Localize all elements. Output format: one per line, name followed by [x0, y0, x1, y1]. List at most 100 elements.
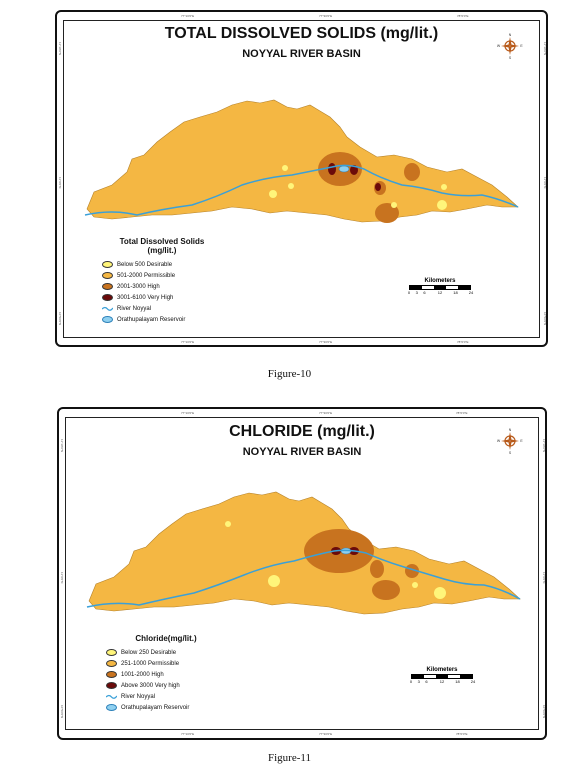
top-tick-label: 78°0'0"E	[456, 411, 468, 415]
map-legend: Total Dissolved Solids (mg/lit.) Below 5…	[102, 237, 222, 325]
legend-item: Orathupalayam Reservoir	[106, 702, 226, 713]
left-tick-label: 10°50'0"N	[60, 705, 64, 719]
scale-labels: 0 3 6 12 18 24	[407, 290, 474, 295]
scale-segments	[411, 674, 473, 679]
top-tick-label: 78°0'0"E	[457, 14, 469, 18]
zone-desirable	[225, 521, 231, 527]
bottom-tick-label: 77°30'0"E	[319, 732, 333, 736]
legend-label: 1001-2000 High	[121, 671, 164, 678]
legend-label: Below 500 Desirable	[117, 261, 173, 268]
legend-item: Below 500 Desirable	[102, 259, 222, 270]
legend-item: River Noyyal	[106, 691, 226, 702]
bottom-tick-label: 78°0'0"E	[457, 340, 469, 344]
right-tick-label: 10°50'0"N	[543, 312, 547, 326]
map-subtitle: NOYYAL RIVER BASIN	[242, 48, 361, 60]
legend-title: Total Dissolved Solids	[119, 237, 205, 246]
map-panel-tds: 77°10'0"E 77°30'0"E 78°0'0"E 77°10'0"E 7…	[55, 10, 548, 347]
top-tick-label: 77°30'0"E	[319, 14, 333, 18]
map-panel-chloride: 77°10'0"E 77°30'0"E 78°0'0"E 77°10'0"E 7…	[57, 407, 547, 740]
map-frame	[65, 417, 539, 730]
legend-label: 2001-3000 High	[117, 283, 160, 290]
zone-desirable	[412, 582, 418, 588]
legend-label: Orathupalayam Reservoir	[117, 316, 186, 323]
right-tick-label: 10°50'0"N	[542, 705, 546, 719]
compass-w: W	[497, 44, 501, 48]
top-tick-label: 77°10'0"E	[181, 14, 195, 18]
legend-item: 251-1000 Permissible	[106, 658, 226, 669]
legend-label: 501-2000 Permissible	[117, 272, 176, 279]
zone-high	[405, 564, 419, 578]
compass-s: S	[509, 451, 512, 455]
bottom-tick-label: 77°30'0"E	[319, 340, 333, 344]
scale-labels: 0 3 6 12 18 24	[409, 679, 476, 684]
legend-swatch	[106, 660, 117, 667]
basin-map	[86, 491, 521, 615]
legend-swatch	[102, 316, 113, 323]
compass-e: E	[520, 44, 523, 48]
legend-item: River Noyyal	[102, 303, 222, 314]
legend-label: 251-1000 Permissible	[121, 660, 180, 667]
scale-title: Kilometers	[424, 278, 456, 284]
legend-label: River Noyyal	[121, 693, 156, 700]
zone-high	[372, 580, 400, 600]
legend-swatch	[106, 649, 117, 656]
right-tick-label: 11°0'0"N	[542, 572, 546, 584]
legend-item: Below 250 Desirable	[106, 647, 226, 658]
river-noyyal	[84, 164, 519, 216]
zone-desirable	[441, 184, 447, 190]
map-legend: Chloride(mg/lit.) Below 250 Desirable 25…	[106, 634, 226, 713]
left-tick-label: 11°0'0"N	[58, 177, 62, 189]
zone-high	[404, 163, 420, 181]
zone-very-high	[350, 165, 358, 175]
legend-swatch	[102, 283, 113, 290]
legend-item: 1001-2000 High	[106, 669, 226, 680]
legend-swatch	[102, 294, 113, 301]
legend-swatch	[102, 261, 113, 268]
legend-label: River Noyyal	[117, 305, 152, 312]
legend-item: 501-2000 Permissible	[102, 270, 222, 281]
legend-swatch	[102, 272, 113, 279]
legend-label: Above 3000 Very high	[121, 682, 180, 689]
compass-rose-icon: N S W E	[497, 33, 523, 60]
zone-desirable	[268, 575, 280, 587]
basin-area-permissible	[86, 99, 519, 223]
river-line-icon	[106, 694, 117, 699]
map-frame	[63, 20, 540, 338]
figure-caption: Figure-10	[267, 368, 312, 380]
right-tick-label: 11°10'0"N	[543, 42, 547, 56]
left-tick-label: 11°10'0"N	[60, 439, 64, 453]
scale-segments	[409, 285, 471, 290]
scale-title: Kilometers	[426, 667, 458, 673]
bottom-tick-label: 77°10'0"E	[181, 732, 195, 736]
legend-swatch	[106, 682, 117, 689]
compass-rose-icon: N S W E	[497, 428, 523, 455]
zone-desirable	[282, 165, 288, 171]
bottom-tick-label: 78°0'0"E	[456, 732, 468, 736]
zone-high	[370, 560, 384, 578]
zone-very-high	[328, 163, 336, 175]
left-tick-label: 11°0'0"N	[60, 572, 64, 584]
zone-very-high	[375, 183, 381, 191]
map-title: TOTAL DISSOLVED SOLIDS (mg/lit.)	[164, 25, 439, 42]
top-tick-label: 77°30'0"E	[319, 411, 333, 415]
legend-item: Orathupalayam Reservoir	[102, 314, 222, 325]
scale-bar: Kilometers 0 3 6 12 18 24	[409, 667, 476, 685]
compass-n: N	[509, 428, 512, 432]
legend-item: 2001-3000 High	[102, 281, 222, 292]
compass-w: W	[497, 439, 501, 443]
river-line-icon	[102, 306, 113, 311]
basin-map	[84, 99, 519, 223]
zone-desirable	[288, 183, 294, 189]
right-tick-label: 11°10'0"N	[542, 439, 546, 453]
top-tick-label: 77°10'0"E	[181, 411, 195, 415]
zone-desirable	[391, 202, 397, 208]
left-tick-label: 11°10'0"N	[58, 42, 62, 56]
right-tick-label: 11°0'0"N	[543, 177, 547, 189]
compass-n: N	[509, 33, 512, 37]
map-subtitle: NOYYAL RIVER BASIN	[242, 446, 362, 458]
map-title: CHLORIDE (mg/lit.)	[229, 423, 375, 440]
compass-e: E	[520, 439, 523, 443]
reservoir	[338, 165, 350, 173]
legend-title: Chloride(mg/lit.)	[135, 634, 197, 643]
figure-caption: Figure-11	[268, 752, 311, 764]
